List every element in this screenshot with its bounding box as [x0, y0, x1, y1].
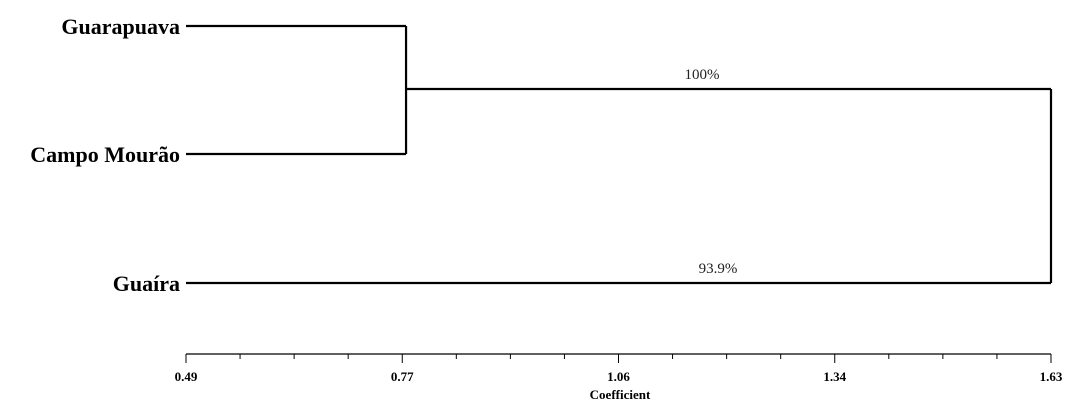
node-label-1: 100%	[685, 67, 720, 83]
x-tick-label-2: 1.06	[607, 369, 630, 384]
x-axis: 0.49 0.77 1.06 1.34 1.63	[175, 353, 1063, 384]
branches	[186, 24, 1053, 285]
x-tick-label-4: 1.63	[1040, 369, 1063, 384]
x-tick-label-3: 1.34	[823, 369, 846, 384]
x-tick-label-0: 0.49	[175, 369, 198, 384]
leaf-labels: Guarapuava Campo Mourão Guaíra	[30, 14, 180, 296]
leaf-label-0: Guarapuava	[61, 14, 180, 39]
x-tick-label-1: 0.77	[391, 369, 414, 384]
node-labels: 100% 93.9%	[685, 67, 738, 277]
node-label-2: 93.9%	[699, 261, 738, 277]
x-axis-title: Coefficient	[590, 387, 651, 402]
leaf-label-1: Campo Mourão	[30, 142, 180, 167]
leaf-label-2: Guaíra	[113, 271, 180, 296]
